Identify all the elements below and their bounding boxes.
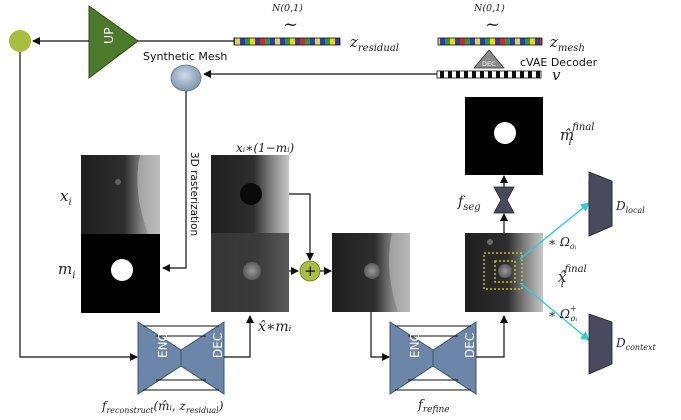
z-mesh-vector bbox=[437, 37, 543, 46]
noise-label-mesh: N(0,1) bbox=[473, 3, 505, 14]
arrow-composite-to-refine bbox=[370, 312, 390, 361]
cvae-decoder-dec-label: DEC bbox=[482, 60, 496, 68]
refine-network bbox=[389, 321, 477, 395]
reconstruct-dec-label: DEC bbox=[211, 333, 225, 358]
image-xi-masked-hole bbox=[240, 183, 262, 205]
refine-dec-label: DEC bbox=[463, 333, 477, 358]
noise-tilde-residual: ~ bbox=[283, 14, 298, 35]
cvae-decoder-label: cVAE Decoder bbox=[520, 56, 598, 69]
arrow-dec-to-xhat-m bbox=[224, 315, 254, 358]
cvae-decoder-triangle bbox=[473, 49, 505, 69]
synthetic-mesh-label: Synthetic Mesh bbox=[143, 50, 227, 63]
d-local-block-shape bbox=[588, 171, 613, 237]
mhat-final-label: m̂final i bbox=[560, 122, 595, 148]
z-residual-label: zresidual bbox=[349, 33, 399, 54]
up-block-label: UP bbox=[101, 27, 116, 44]
v-label: v bbox=[552, 66, 561, 84]
crop-context-box bbox=[483, 252, 523, 290]
image-xhat-final-nodule bbox=[498, 264, 512, 278]
seg-network bbox=[493, 186, 515, 214]
crop-local-box bbox=[494, 260, 516, 283]
image-xhat-final-spot bbox=[487, 239, 493, 245]
xhat-m-label: x̂∗mᵢ bbox=[258, 319, 292, 335]
omega-local-label: ∗ Ωoᵢ bbox=[548, 235, 577, 251]
image-composite-texture bbox=[389, 233, 410, 312]
rasterization-label: 3D rasterization bbox=[188, 152, 200, 236]
d-local-label: Dlocal bbox=[615, 199, 645, 215]
image-m-i-mask bbox=[111, 259, 133, 281]
z-mesh-label: zmesh bbox=[549, 33, 585, 54]
image-xhat-m-nodule bbox=[243, 262, 261, 280]
cyan-arrow-local bbox=[519, 202, 590, 260]
synthetic-mesh-blob bbox=[170, 64, 202, 92]
arrow-refine-to-final bbox=[476, 315, 508, 358]
d-context-label: Dcontext bbox=[615, 336, 657, 352]
d-context-block bbox=[588, 313, 613, 375]
f-reconstruct-label: freconstruct(m̂ᵢ, zresidual) bbox=[101, 399, 224, 415]
xi-mask-label: xᵢ∗(1−mᵢ) bbox=[236, 141, 295, 155]
f-refine-label: frefine bbox=[417, 398, 450, 415]
arrow-masked-to-plus bbox=[289, 193, 314, 261]
cyan-arrow-context bbox=[519, 282, 590, 341]
reconstruct-network bbox=[137, 321, 225, 395]
sum-node-label: + bbox=[304, 262, 317, 280]
noise-label-residual: N(0,1) bbox=[271, 3, 303, 14]
m-i-label: mi bbox=[58, 260, 75, 281]
f-seg-label: fseg bbox=[457, 194, 481, 213]
image-composite-nodule bbox=[364, 263, 380, 279]
up-block bbox=[88, 5, 139, 80]
reconstruct-enc-label: ENC bbox=[156, 333, 170, 358]
z-residual-vector bbox=[233, 37, 341, 46]
image-x-i-texture bbox=[137, 155, 160, 234]
noise-tilde-mesh: ~ bbox=[485, 14, 500, 35]
refine-enc-label: ENC bbox=[408, 333, 422, 358]
arrow-node-to-enc bbox=[19, 52, 138, 361]
arrow-rasterization bbox=[162, 91, 187, 272]
omega-context-label: ∗ Ω+ oᵢ bbox=[548, 304, 577, 323]
output-node bbox=[9, 30, 31, 52]
image-mhat-final-mask bbox=[494, 122, 516, 144]
x-i-label: xi bbox=[60, 187, 72, 208]
xhat-final-label: x̂final i bbox=[558, 264, 587, 290]
v-vector bbox=[436, 70, 542, 79]
image-x-i-spot bbox=[115, 179, 121, 185]
